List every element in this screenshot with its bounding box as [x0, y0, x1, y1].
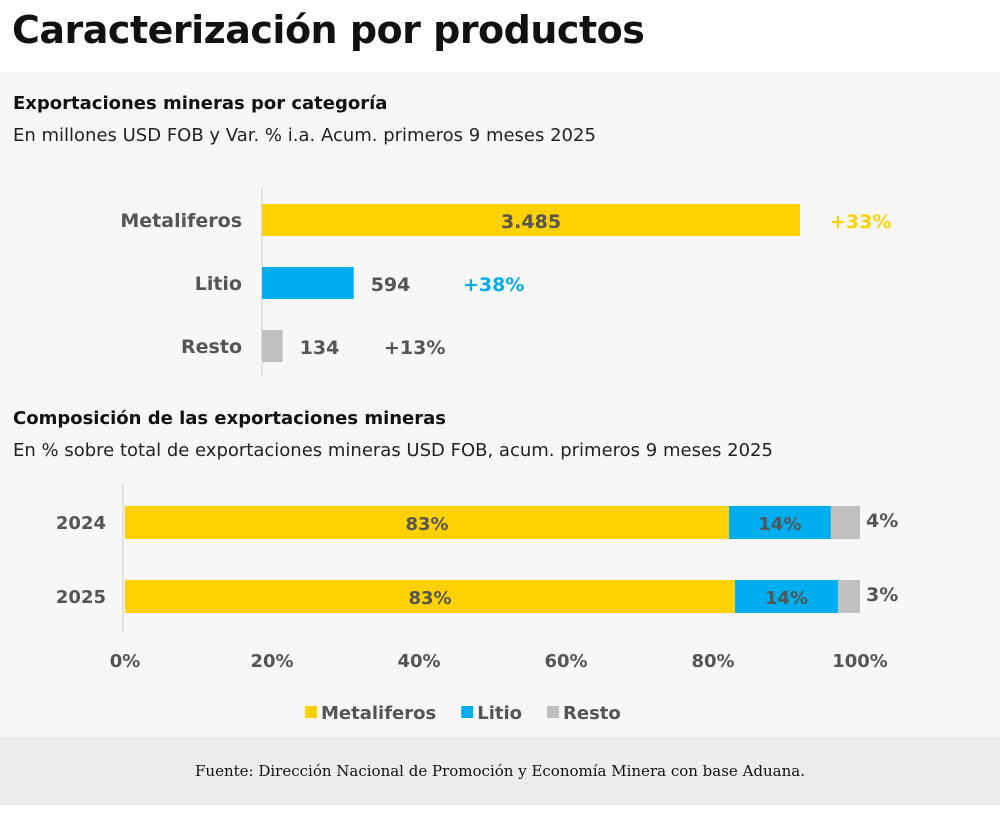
legend-label: Resto: [563, 703, 621, 724]
legend-label: Litio: [477, 703, 522, 724]
legend-label: Metaliferos: [321, 703, 436, 724]
segment-litio: [729, 506, 831, 539]
chart2-subtitle: En % sobre total de exportaciones minera…: [13, 440, 773, 461]
segment-litio: [735, 580, 838, 613]
segment-resto: [830, 506, 860, 539]
variation-label: +38%: [463, 274, 524, 296]
value-label: 594: [371, 274, 411, 296]
legend-swatch-resto: [547, 706, 559, 718]
x-tick-label: 60%: [544, 651, 587, 672]
x-tick-label: 0%: [110, 651, 141, 672]
segment-resto: [837, 580, 860, 613]
year-label: 2025: [56, 587, 106, 608]
segment-label: 83%: [408, 588, 451, 609]
chart1-title: Exportaciones mineras por categoría: [13, 93, 388, 114]
segment-label: 4%: [866, 510, 898, 532]
bar-metaliferos: [262, 204, 800, 236]
charts-svg: Metaliferos 3.485 +33% Litio 594 +38% Resto 134…: [56, 188, 898, 724]
chart-panel: [0, 72, 1000, 737]
category-label: Metaliferos: [120, 210, 242, 232]
chart2-title: Composición de las exportaciones mineras: [13, 408, 447, 429]
segment-label: 14%: [765, 588, 808, 609]
x-tick-label: 80%: [691, 651, 734, 672]
chart1-subtitle: En millones USD FOB y Var. % i.a. Acum. …: [13, 125, 596, 146]
segment-metaliferos: [125, 580, 736, 613]
page-title: Caracterización por productos: [12, 8, 645, 52]
legend-swatch-metaliferos: [305, 706, 317, 718]
segment-metaliferos: [125, 506, 730, 539]
segment-label: 83%: [405, 514, 448, 535]
x-tick-label: 20%: [250, 651, 293, 672]
value-label: 134: [300, 337, 340, 359]
legend-swatch-litio: [461, 706, 474, 718]
variation-label: +33%: [830, 211, 891, 233]
year-label: 2024: [56, 513, 106, 534]
category-label: Litio: [195, 273, 242, 295]
variation-label: +13%: [384, 337, 445, 359]
source-footer: Fuente: Dirección Nacional de Promoción …: [0, 737, 1000, 805]
segment-label: 14%: [758, 514, 801, 535]
x-tick-label: 100%: [832, 651, 888, 672]
bar-litio: [262, 267, 354, 299]
category-label: Resto: [181, 336, 242, 358]
bar-resto: [262, 330, 283, 362]
segment-label: 3%: [866, 584, 898, 606]
value-label: 3.485: [501, 211, 561, 233]
x-tick-label: 40%: [397, 651, 440, 672]
